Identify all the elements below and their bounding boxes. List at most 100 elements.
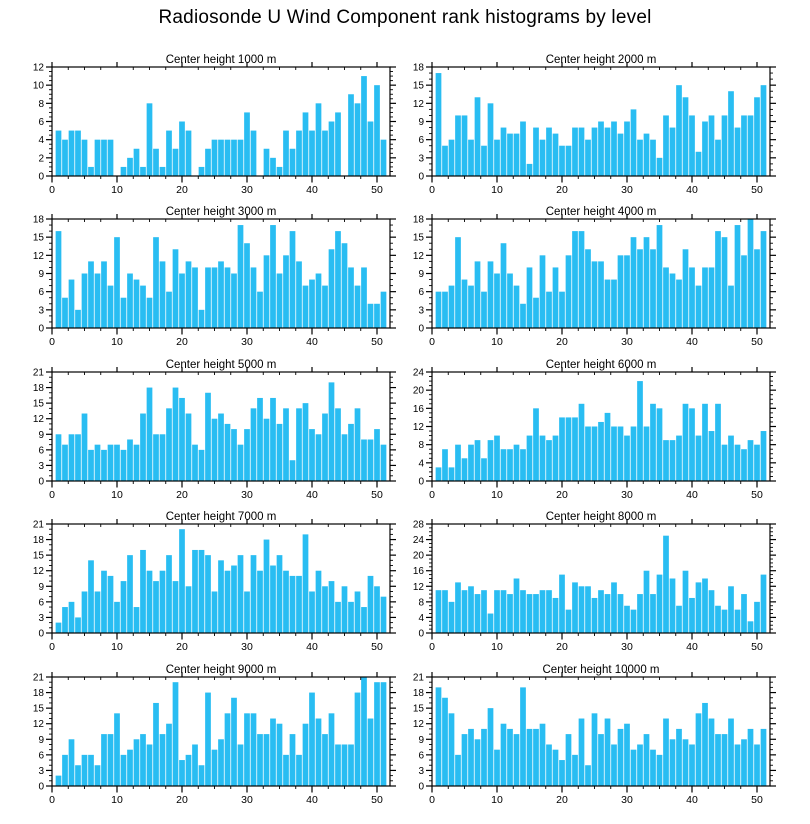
svg-text:8: 8 [418, 597, 424, 608]
svg-text:16: 16 [413, 566, 425, 577]
histogram-bars [435, 381, 767, 482]
histogram-panel: Center height 10000 m 0 3 6 9 12 15 18 21 0 10 20 30… [400, 663, 784, 809]
svg-text:10: 10 [491, 794, 503, 806]
histogram-bars [435, 73, 767, 176]
svg-text:30: 30 [241, 489, 253, 501]
svg-text:50: 50 [751, 641, 763, 653]
svg-text:0: 0 [38, 477, 44, 488]
svg-text:0: 0 [49, 184, 55, 196]
svg-text:0: 0 [418, 477, 424, 488]
svg-text:0: 0 [429, 336, 435, 348]
svg-text:40: 40 [686, 641, 698, 653]
tick-labels: 0 3 6 9 12 15 18 21 0 10 20 30 40 50 [413, 673, 763, 807]
histogram-panel: Center height 4000 m 0 3 6 9 12 15 18 0 10 20 30 40 5… [400, 205, 784, 351]
svg-text:0: 0 [418, 629, 424, 640]
histogram-plot: 0 3 6 9 12 15 18 0 10 20 30 40 50 [33, 214, 396, 349]
svg-text:3: 3 [38, 305, 44, 316]
svg-text:50: 50 [371, 489, 383, 501]
svg-text:30: 30 [621, 794, 633, 806]
svg-text:9: 9 [38, 430, 44, 441]
svg-text:0: 0 [429, 184, 435, 196]
svg-text:0: 0 [429, 641, 435, 653]
svg-text:40: 40 [306, 794, 318, 806]
svg-text:30: 30 [241, 184, 253, 196]
svg-text:0: 0 [38, 629, 44, 640]
svg-text:6: 6 [38, 287, 44, 298]
axes-frame [426, 62, 776, 183]
svg-text:15: 15 [33, 399, 45, 410]
svg-text:10: 10 [111, 794, 123, 806]
svg-text:15: 15 [413, 81, 425, 92]
svg-text:0: 0 [429, 794, 435, 806]
histogram-plot: 0 3 6 9 12 15 18 21 0 10 20 30 40 50 [33, 519, 396, 654]
svg-text:3: 3 [38, 613, 44, 624]
svg-text:30: 30 [241, 794, 253, 806]
svg-text:0: 0 [38, 782, 44, 793]
histogram-panel: Center height 6000 m 0 4 8 12 16 20 24 0 10 20 30 40… [400, 358, 784, 504]
svg-text:15: 15 [33, 233, 45, 244]
svg-text:18: 18 [33, 215, 45, 226]
histogram-bars [55, 382, 387, 481]
svg-text:40: 40 [686, 794, 698, 806]
svg-text:4: 4 [418, 458, 424, 469]
svg-text:20: 20 [556, 184, 568, 196]
svg-text:20: 20 [176, 794, 188, 806]
figure-title: Radiosonde U Wind Component rank histogr… [158, 7, 652, 28]
axes-frame [46, 367, 396, 488]
svg-text:6: 6 [418, 750, 424, 761]
svg-text:20: 20 [413, 551, 425, 562]
svg-text:18: 18 [33, 535, 45, 546]
histogram-plot: 0 4 8 12 16 20 24 28 0 10 20 30 40 50 [413, 519, 776, 653]
panel-title: Center height 4000 m [545, 206, 657, 218]
svg-text:18: 18 [413, 63, 425, 74]
panel-title: Center height 2000 m [545, 54, 657, 66]
svg-text:12: 12 [33, 63, 45, 74]
svg-text:40: 40 [306, 641, 318, 653]
svg-text:6: 6 [418, 287, 424, 298]
svg-text:4: 4 [418, 613, 424, 624]
tick-labels: 0 3 6 9 12 15 18 21 0 10 20 30 40 50 [33, 368, 383, 502]
svg-text:30: 30 [621, 641, 633, 653]
svg-text:9: 9 [38, 269, 44, 280]
svg-text:2: 2 [38, 153, 44, 164]
svg-text:20: 20 [556, 489, 568, 501]
svg-text:3: 3 [418, 305, 424, 316]
svg-text:30: 30 [621, 184, 633, 196]
svg-text:12: 12 [413, 251, 425, 262]
svg-text:40: 40 [306, 489, 318, 501]
svg-text:50: 50 [371, 641, 383, 653]
axes-frame [46, 519, 396, 640]
svg-text:0: 0 [49, 489, 55, 501]
svg-text:10: 10 [111, 489, 123, 501]
svg-text:28: 28 [413, 520, 425, 531]
histogram-plot: 0 3 6 9 12 15 18 21 0 10 20 30 40 50 [33, 367, 396, 502]
svg-text:6: 6 [38, 445, 44, 456]
svg-text:9: 9 [38, 735, 44, 746]
svg-text:15: 15 [33, 704, 45, 715]
svg-text:20: 20 [176, 641, 188, 653]
svg-text:0: 0 [38, 172, 44, 183]
svg-text:12: 12 [33, 566, 45, 577]
tick-labels: 0 3 6 9 12 15 18 21 0 10 20 30 40 50 [33, 520, 383, 654]
svg-text:6: 6 [38, 597, 44, 608]
svg-text:24: 24 [413, 368, 425, 379]
histogram-bars [55, 76, 387, 176]
panel-title: Center height 1000 m [165, 54, 277, 66]
svg-text:6: 6 [38, 117, 44, 128]
svg-text:0: 0 [418, 324, 424, 335]
axes-frame [46, 672, 396, 793]
svg-text:40: 40 [306, 184, 318, 196]
tick-labels: 0 3 6 9 12 15 18 0 10 20 30 40 50 [33, 215, 383, 349]
svg-text:3: 3 [418, 766, 424, 777]
svg-text:4: 4 [38, 135, 44, 146]
histogram-panel: Center height 1000 m 0 2 4 6 8 10 12 0 10 20 30 40 50 [20, 53, 404, 199]
svg-text:21: 21 [413, 673, 425, 684]
svg-text:3: 3 [418, 153, 424, 164]
svg-text:50: 50 [371, 184, 383, 196]
svg-text:6: 6 [38, 750, 44, 761]
svg-text:0: 0 [418, 782, 424, 793]
histogram-plot: 0 2 4 6 8 10 12 0 10 20 30 40 50 [33, 62, 396, 196]
svg-text:18: 18 [413, 688, 425, 699]
svg-text:15: 15 [413, 704, 425, 715]
svg-text:30: 30 [241, 336, 253, 348]
